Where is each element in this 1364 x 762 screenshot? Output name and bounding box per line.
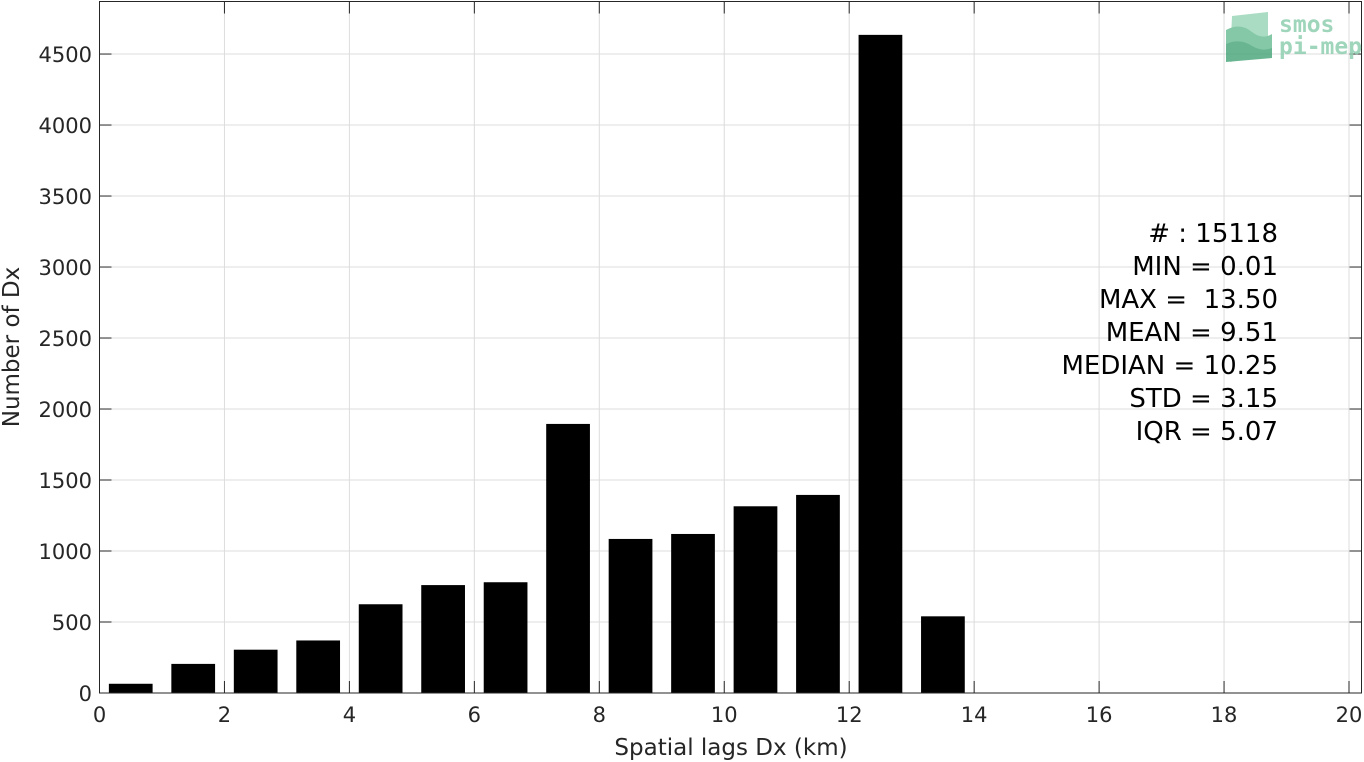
histogram-bar	[171, 663, 216, 693]
stats-box: # : 15118 MIN = 0.01 MAX = 13.50 MEAN = …	[1061, 219, 1278, 447]
grid	[99, 1, 1362, 693]
stat-iqr: IQR = 5.07	[1136, 417, 1278, 447]
stat-std: STD = 3.15	[1129, 384, 1278, 414]
y-axis-title: Number of Dx	[0, 267, 25, 428]
bars	[108, 34, 965, 694]
histogram-bar	[796, 494, 840, 693]
histogram-bar	[733, 506, 778, 693]
x-tick-label: 14	[961, 703, 988, 727]
stat-median: MEDIAN = 10.25	[1061, 351, 1278, 381]
histogram-bar	[921, 616, 965, 693]
histogram-bar	[108, 683, 153, 693]
y-axis-ticks: 0 500 1000 1500 2000 2500 3000 3500 4000 4500	[39, 43, 1362, 706]
y-tick-label: 1000	[39, 540, 92, 564]
histogram-bar	[358, 604, 403, 693]
y-tick-label: 3000	[39, 256, 92, 280]
x-tick-label: 16	[1086, 703, 1113, 727]
stat-count: # : 15118	[1148, 219, 1278, 249]
logo-line2: pi-mep	[1279, 34, 1362, 60]
histogram-bar	[858, 34, 903, 694]
y-tick-label: 500	[52, 611, 92, 635]
x-axis-ticks: 0 2 4 6 8 10 12 14 16 18 20	[93, 1, 1363, 727]
histogram-bar	[671, 533, 715, 693]
plot-frame	[99, 1, 1362, 694]
y-tick-label: 4500	[39, 43, 92, 67]
x-tick-label: 2	[218, 703, 231, 727]
x-tick-label: 12	[836, 703, 863, 727]
x-axis-title: Spatial lags Dx (km)	[614, 735, 847, 761]
histogram-bar	[296, 640, 341, 693]
histogram-bar	[483, 582, 528, 693]
histogram-bar	[546, 423, 590, 693]
x-tick-label: 6	[468, 703, 481, 727]
x-tick-label: 0	[93, 703, 106, 727]
x-tick-label: 18	[1211, 703, 1238, 727]
logo-line1: smos	[1279, 12, 1334, 38]
y-tick-label: 3500	[39, 185, 92, 209]
stat-max: MAX = 13.50	[1099, 285, 1278, 315]
histogram-bar	[421, 585, 465, 693]
histogram-bar	[233, 649, 278, 693]
y-tick-label: 4000	[39, 114, 92, 138]
x-tick-label: 4	[343, 703, 356, 727]
y-tick-label: 0	[79, 682, 92, 706]
y-tick-label: 2500	[39, 327, 92, 351]
stat-min: MIN = 0.01	[1132, 252, 1278, 282]
wave-logo-icon	[1226, 12, 1272, 62]
x-tick-label: 20	[1336, 703, 1363, 727]
x-tick-label: 10	[711, 703, 738, 727]
plot-area	[99, 1, 1362, 693]
stat-mean: MEAN = 9.51	[1106, 318, 1278, 348]
smos-pi-mep-logo: smos pi-mep	[1226, 12, 1362, 62]
y-tick-label: 1500	[39, 469, 92, 493]
x-tick-label: 8	[593, 703, 606, 727]
y-tick-label: 2000	[39, 398, 92, 422]
histogram-bar	[608, 538, 653, 693]
